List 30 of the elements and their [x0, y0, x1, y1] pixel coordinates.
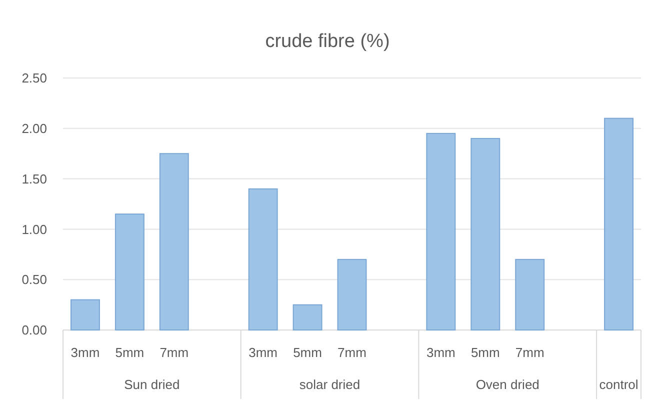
bar: [470, 138, 500, 330]
y-tick-label: 2.50: [22, 70, 47, 86]
y-tick-label: 0.50: [22, 272, 47, 288]
x-tick-label: 3mm: [248, 345, 278, 360]
x-tick-label: 7mm: [160, 345, 189, 360]
bar: [248, 188, 278, 330]
chart-title: crude fibre (%): [265, 31, 390, 52]
bar: [337, 258, 367, 330]
bar: [159, 153, 189, 330]
x-tick-label: 5mm: [470, 345, 500, 360]
text: control: [599, 377, 638, 392]
y-tick-label: 2.00: [22, 120, 47, 136]
y-tick-label: 1.50: [22, 171, 47, 186]
bar: [426, 132, 456, 330]
text: Oven dried: [476, 377, 540, 392]
bar: [604, 118, 634, 330]
y-tick-label: 1.00: [22, 222, 47, 237]
x-tick-label: 3mm: [70, 345, 100, 360]
bar: [70, 299, 100, 330]
bar: [515, 258, 545, 330]
text: Sun dried: [124, 377, 180, 392]
text: solar dried: [299, 377, 360, 392]
bar: [114, 214, 144, 330]
bar: [292, 304, 322, 330]
x-tick-label: 7mm: [338, 345, 366, 360]
x-tick-label: 5mm: [115, 345, 144, 360]
x-tick-label: 5mm: [293, 345, 322, 360]
y-tick-label: 0.00: [22, 322, 47, 338]
x-tick-label: 3mm: [426, 345, 456, 360]
x-tick-label: 7mm: [515, 345, 544, 360]
